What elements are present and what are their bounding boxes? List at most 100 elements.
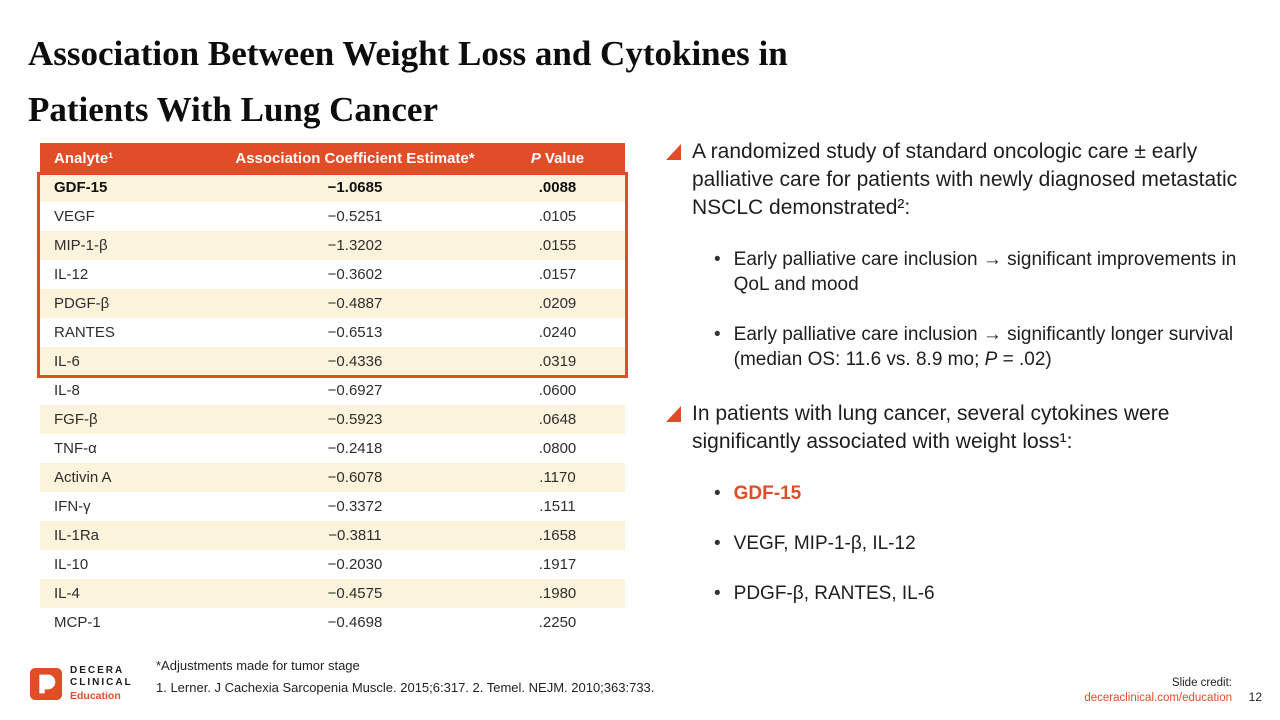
dot-bullet-icon: • <box>714 533 721 554</box>
estimate-cell: −0.6078 <box>327 469 383 486</box>
cytokine-table: Analyte¹ Association Coefficient Estimat… <box>37 143 628 637</box>
analyte-cell: TNF-α <box>54 440 97 457</box>
analyte-cell: VEGF <box>54 208 95 225</box>
pvalue-cell: .1658 <box>538 527 577 544</box>
pvalue-cell: .0157 <box>538 266 577 283</box>
table-row: IL-4 −0.4575 .1980 <box>40 579 625 608</box>
dot-bullet-icon: • <box>714 483 721 504</box>
sub-bullet-text-pre: Early palliative care inclusion → signif… <box>733 324 1234 370</box>
table-row: PDGF-β −0.4887 .0209 <box>40 289 625 318</box>
sub-bullet: • Early palliative care inclusion → sign… <box>714 247 1258 297</box>
pvalue-cell: .1917 <box>538 556 577 573</box>
logo-line-3: Education <box>70 690 121 702</box>
pvalue-cell: .0088 <box>538 179 577 196</box>
estimate-cell: −0.3811 <box>328 527 382 544</box>
bullet-point-2: In patients with lung cancer, several cy… <box>666 400 1258 456</box>
estimate-cell: −0.3372 <box>327 498 383 515</box>
pvalue-cell: .0155 <box>538 237 577 254</box>
sub-bullet-text: Early palliative care inclusion → signif… <box>734 322 1258 372</box>
analyte-cell: MCP-1 <box>54 614 101 631</box>
estimate-cell: −0.4698 <box>327 614 383 631</box>
bullet-point-1: A randomized study of standard oncologic… <box>666 138 1258 222</box>
pvalue-cell: .0600 <box>538 382 577 399</box>
analyte-cell: IL-6 <box>54 353 80 370</box>
table-row: IL-1Ra −0.3811 .1658 <box>40 521 625 550</box>
bullet-text: In patients with lung cancer, several cy… <box>692 402 1170 453</box>
analyte-cell: Activin A <box>54 469 112 486</box>
pvalue-cell: .0800 <box>538 440 577 457</box>
estimate-cell: −1.0685 <box>327 179 383 196</box>
slide-credit-label: Slide credit: <box>1171 677 1232 689</box>
decera-logo: DECERA CLINICAL Education <box>30 665 133 702</box>
key-points: A randomized study of standard oncologic… <box>666 138 1258 606</box>
table-footnote: *Adjustments made for tumor stage <box>156 658 360 673</box>
estimate-cell: −0.2030 <box>327 556 383 573</box>
estimate-cell: −0.3602 <box>327 266 383 283</box>
p-italic: P <box>984 349 998 370</box>
sub-bullet: • VEGF, MIP-1-β, IL-12 <box>714 531 1258 556</box>
estimate-cell: −0.4575 <box>327 585 383 602</box>
analyte-cell: IL-8 <box>54 382 80 399</box>
pvalue-cell: .0319 <box>538 353 577 370</box>
pvalue-cell: .1170 <box>539 469 576 486</box>
table-header-row: Analyte¹ Association Coefficient Estimat… <box>40 143 625 173</box>
sub-bullet-text: GDF-15 <box>733 483 802 504</box>
table-row: RANTES −0.6513 .0240 <box>40 318 625 347</box>
sub-bullet-text: VEGF, MIP-1-β, IL-12 <box>733 533 916 554</box>
sub-bullet-text: Early palliative care inclusion → signif… <box>733 249 1237 295</box>
page-title: Association Between Weight Loss and Cyto… <box>28 26 788 138</box>
estimate-cell: −0.4336 <box>327 353 383 370</box>
analyte-cell: IL-10 <box>54 556 89 573</box>
col-header-pvalue: P Value <box>490 150 625 167</box>
title-line-1: Association Between Weight Loss and Cyto… <box>28 34 788 73</box>
table-row: IL-6 −0.4336 .0319 <box>40 347 625 376</box>
table-row: MCP-1 −0.4698 .2250 <box>40 608 625 637</box>
table-row: MIP-1-β −1.3202 .0155 <box>40 231 625 260</box>
pvalue-cell: .1511 <box>539 498 576 515</box>
table-row: IFN-γ −0.3372 .1511 <box>40 492 625 521</box>
sub-bullet-text-post: = .02) <box>997 349 1052 370</box>
table-row: FGF-β −0.5923 .0648 <box>40 405 625 434</box>
sub-bullet-text: PDGF-β, RANTES, IL-6 <box>733 583 935 604</box>
table-row: IL-8 −0.6927 .0600 <box>40 376 625 405</box>
decera-logo-icon <box>30 667 62 700</box>
pvalue-cell: .2250 <box>538 614 577 631</box>
sub-bullet: • PDGF-β, RANTES, IL-6 <box>714 581 1258 606</box>
logo-line-2: CLINICAL <box>70 677 133 688</box>
estimate-cell: −0.4887 <box>327 295 383 312</box>
analyte-cell: RANTES <box>54 324 115 341</box>
estimate-cell: −0.6927 <box>327 382 383 399</box>
slide-credit: Slide credit: deceraclinical.com/educati… <box>1084 677 1232 704</box>
logo-line-1: DECERA <box>70 665 125 676</box>
estimate-cell: −0.6513 <box>327 324 383 341</box>
p-italic: P <box>530 149 541 167</box>
estimate-cell: −0.2418 <box>327 440 383 457</box>
dot-bullet-icon: • <box>714 324 721 345</box>
p-rest: Value <box>544 149 585 167</box>
analyte-cell: IFN-γ <box>54 498 91 515</box>
references: 1. Lerner. J Cachexia Sarcopenia Muscle.… <box>156 680 655 695</box>
sub-bullet-gdf15: • GDF-15 <box>714 481 1258 506</box>
col-header-estimate: Association Coefficient Estimate* <box>235 149 475 167</box>
estimate-cell: −0.5923 <box>327 411 383 428</box>
dot-bullet-icon: • <box>714 583 721 604</box>
table-body: GDF-15 −1.0685 .0088 VEGF −0.5251 .0105 … <box>40 173 625 637</box>
decera-logo-text: DECERA CLINICAL Education <box>70 665 133 702</box>
pvalue-cell: .0105 <box>538 208 577 225</box>
dot-bullet-icon: • <box>714 249 721 270</box>
analyte-cell: PDGF-β <box>54 295 110 312</box>
pvalue-cell: .1980 <box>538 585 577 602</box>
sub-bullet: • Early palliative care inclusion → sign… <box>714 322 1258 372</box>
table-row: TNF-α −0.2418 .0800 <box>40 434 625 463</box>
table-row: Activin A −0.6078 .1170 <box>40 463 625 492</box>
slide-credit-link[interactable]: deceraclinical.com/education <box>1084 692 1232 704</box>
flag-bullet-icon <box>666 406 681 422</box>
analyte-cell: IL-1Ra <box>54 527 100 544</box>
analyte-cell: MIP-1-β <box>54 237 108 254</box>
pvalue-cell: .0240 <box>538 324 577 341</box>
table-row: IL-10 −0.2030 .1917 <box>40 550 625 579</box>
table-row: IL-12 −0.3602 .0157 <box>40 260 625 289</box>
table-row: GDF-15 −1.0685 .0088 <box>40 173 625 202</box>
title-line-2: Patients With Lung Cancer <box>28 90 438 129</box>
